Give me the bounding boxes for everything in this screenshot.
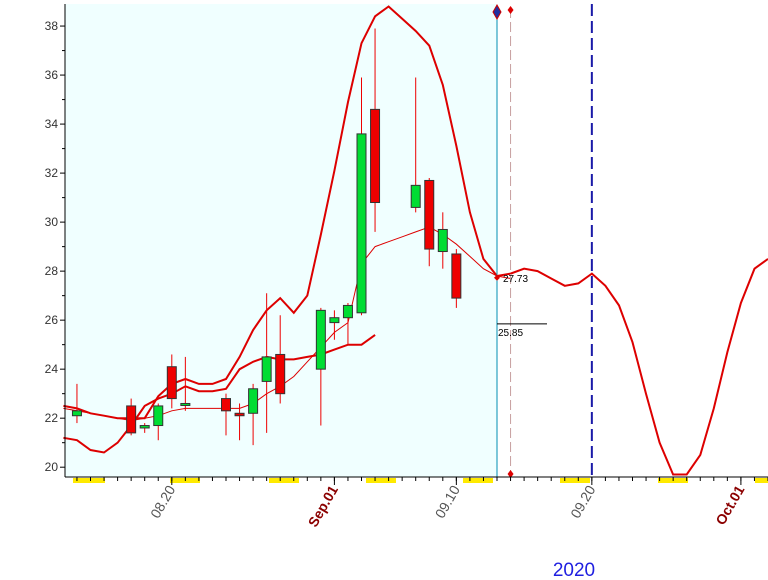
current-day-diamond bbox=[492, 3, 502, 21]
candle bbox=[437, 212, 448, 269]
candle-body bbox=[342, 304, 353, 319]
weekend-marker bbox=[269, 478, 299, 483]
candle bbox=[261, 293, 272, 433]
year-label: 2020 bbox=[553, 560, 595, 580]
candle bbox=[234, 403, 245, 441]
upper-band-line bbox=[63, 5, 768, 476]
candle bbox=[342, 302, 353, 345]
candle-body bbox=[153, 405, 164, 427]
candle-body bbox=[315, 309, 326, 370]
value-marker bbox=[494, 274, 500, 281]
candle bbox=[315, 307, 326, 426]
candle-body bbox=[451, 253, 462, 299]
value-label-2: 25.85 bbox=[498, 328, 523, 339]
candle-body bbox=[234, 412, 245, 417]
candle-body bbox=[424, 179, 435, 250]
weekend-marker bbox=[560, 478, 590, 483]
candle-body bbox=[261, 356, 272, 382]
projection-diamond-bottom bbox=[507, 470, 514, 478]
candle-body bbox=[221, 398, 231, 412]
candle-body bbox=[71, 410, 82, 417]
y-tick-label: 20 bbox=[45, 460, 59, 474]
weekend-marker bbox=[366, 478, 396, 483]
weekend-marker bbox=[755, 478, 768, 483]
y-axis: 20 22 24 26 28 30 32 34 36 38 bbox=[45, 4, 66, 477]
candle bbox=[329, 310, 340, 340]
y-tick-label: 32 bbox=[45, 166, 59, 180]
candle bbox=[180, 356, 191, 411]
candle-body bbox=[356, 133, 367, 314]
candle-body bbox=[410, 184, 421, 208]
y-tick-label: 38 bbox=[45, 19, 59, 33]
candle-body bbox=[126, 405, 137, 434]
candle bbox=[221, 393, 231, 436]
candle-body bbox=[180, 402, 191, 406]
candle-body bbox=[437, 228, 448, 253]
y-tick-label: 30 bbox=[45, 215, 59, 229]
weekend-marker bbox=[73, 478, 105, 483]
candle-body bbox=[275, 353, 286, 395]
x-axis: 08.20 Sep.01 09.10 09.20 Oct.01 bbox=[65, 476, 768, 530]
markers bbox=[492, 3, 593, 478]
candle-body bbox=[248, 388, 259, 414]
candles bbox=[71, 28, 462, 446]
candle bbox=[139, 423, 150, 433]
candle bbox=[370, 28, 381, 232]
x-tick-label: 09.10 bbox=[432, 482, 463, 521]
candle bbox=[126, 398, 137, 436]
candle bbox=[410, 77, 421, 213]
middle-line bbox=[63, 226, 511, 422]
x-tick-label: 08.20 bbox=[147, 482, 178, 521]
y-tick-label: 26 bbox=[45, 313, 59, 327]
candle-body bbox=[329, 317, 340, 324]
x-tick-label: Sep.01 bbox=[305, 482, 342, 529]
projection-diamond-top bbox=[507, 6, 514, 14]
candle-body bbox=[166, 366, 177, 400]
candle bbox=[451, 249, 462, 308]
y-tick-label: 22 bbox=[45, 411, 59, 425]
y-tick-label: 34 bbox=[45, 117, 59, 131]
candle-body bbox=[139, 425, 150, 429]
candle bbox=[356, 77, 367, 316]
x-tick-label: 09.20 bbox=[567, 482, 598, 521]
x-tick-label: Oct.01 bbox=[712, 482, 747, 527]
annotations: 27.73 25.85 bbox=[494, 274, 547, 339]
candle bbox=[71, 383, 82, 424]
y-tick-label: 28 bbox=[45, 264, 59, 278]
y-tick-label: 36 bbox=[45, 68, 59, 82]
candle bbox=[153, 403, 164, 441]
value-label-1: 27.73 bbox=[503, 274, 528, 285]
y-tick-label: 24 bbox=[45, 362, 59, 376]
candle bbox=[248, 383, 259, 446]
candle bbox=[166, 354, 177, 409]
candle-body bbox=[370, 108, 381, 204]
candle bbox=[424, 178, 435, 267]
candle bbox=[275, 315, 286, 404]
weekend-marker bbox=[463, 478, 493, 483]
